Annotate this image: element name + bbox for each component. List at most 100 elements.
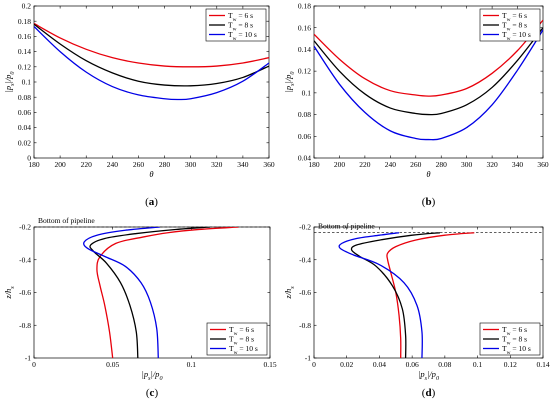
legend-label: Tw = 10 s: [229, 344, 258, 356]
y-tick-label: 0.04: [298, 154, 311, 163]
x-tick-label: 180: [28, 160, 40, 169]
legend-label: Tw = 8 s: [228, 21, 253, 33]
legend-label: Tw = 10 s: [228, 30, 257, 42]
x-tick-label: 360: [263, 160, 275, 169]
x-tick-label: 340: [237, 160, 249, 169]
y-tick-label: 0.02: [18, 138, 31, 147]
x-tick-label: 0.06: [406, 360, 419, 369]
x-tick-label: 0.1: [473, 360, 483, 369]
y-tick-label: -0.6: [19, 288, 31, 297]
x-tick-label: 220: [81, 160, 93, 169]
x-tick-label: 0.14: [536, 360, 549, 369]
y-axis-label: |ps|/p0: [3, 72, 16, 93]
legend-label: Tw = 6 s: [502, 325, 527, 337]
y-tick-label: 0.2: [22, 2, 32, 11]
y-axis-label: |ps|/p0: [283, 72, 296, 93]
legend-label: Tw = 8 s: [502, 335, 527, 347]
x-axis-label: |ps|/p0: [142, 369, 163, 382]
y-tick-label: 0.18: [18, 17, 31, 26]
x-tick-label: 260: [133, 160, 145, 169]
y-tick-label: 0.06: [18, 108, 31, 117]
series-line: [386, 232, 475, 358]
chart-b: 180 200 220 240 260 280 300 320 340 360 0.04 0.06 0.…: [283, 2, 549, 208]
legend-label: Tw = 6 s: [502, 11, 527, 23]
y-tick-label: 0.06: [298, 132, 311, 141]
x-tick-label: 0.04: [373, 360, 386, 369]
x-tick-label: 200: [54, 160, 66, 169]
y-tick-label: 0.14: [298, 45, 311, 54]
y-tick-label: -0.8: [299, 321, 311, 330]
y-tick-label: -0.4: [19, 255, 31, 264]
annotation-text: Bottom of pipeline: [318, 222, 375, 231]
x-tick-label: 280: [159, 160, 171, 169]
y-axis-label: z/hs: [283, 286, 296, 300]
chart-a: 180 200 220 240 260 280 300 320 340 360 0 0.02 0.04 0…: [3, 2, 275, 208]
y-tick-label: -0.2: [19, 223, 31, 232]
y-tick-label: -1: [25, 354, 31, 363]
y-tick-label: 0: [27, 154, 31, 163]
x-tick-label: 300: [185, 160, 197, 169]
panel-label: (c): [146, 387, 159, 399]
plot-frame: [313, 5, 544, 159]
y-tick-label: -0.4: [299, 255, 311, 264]
x-tick-label: 0.05: [106, 360, 119, 369]
y-tick-label: -0.6: [299, 288, 311, 297]
y-axis-label: z/hs: [3, 286, 16, 300]
panel-label: (b): [422, 196, 436, 208]
x-tick-label: 220: [359, 160, 371, 169]
series-line: [89, 227, 211, 358]
x-tick-label: 240: [385, 160, 397, 169]
series-line: [338, 232, 423, 358]
y-tick-label: -0.8: [19, 321, 31, 330]
legend-label: Tw = 10 s: [502, 344, 531, 356]
x-tick-label: 320: [211, 160, 223, 169]
x-axis-label: |ps|/p0: [418, 369, 439, 382]
y-tick-label: 0.12: [18, 62, 31, 71]
series-line: [34, 26, 269, 101]
chart-c: 0 0.05 0.1 0.15 -1 -0.8 -0.6 -0.4 -0.2 Bottom of …: [3, 216, 277, 399]
y-tick-label: 0.08: [298, 110, 311, 119]
y-tick-label: 0.1: [22, 78, 32, 87]
x-axis-label: θ: [149, 169, 153, 179]
x-tick-label: 360: [537, 160, 549, 169]
series-line: [314, 29, 543, 141]
y-tick-label: 0.04: [18, 123, 31, 132]
x-tick-label: 0.12: [504, 360, 517, 369]
panel-label: (d): [422, 387, 436, 399]
x-tick-label: 180: [308, 160, 320, 169]
legend-label: Tw = 6 s: [229, 325, 254, 337]
series-line: [314, 27, 543, 116]
x-tick-label: 240: [107, 160, 119, 169]
x-tick-label: 0: [312, 360, 316, 369]
x-tick-label: 0.1: [187, 360, 197, 369]
y-tick-label: 0.12: [298, 67, 311, 76]
legend-label: Tw = 10 s: [502, 30, 531, 42]
x-tick-label: 200: [334, 160, 346, 169]
legend-label: Tw = 6 s: [228, 11, 253, 23]
series-line: [314, 19, 543, 97]
y-tick-label: 0.16: [298, 23, 311, 32]
x-tick-label: 340: [512, 160, 524, 169]
x-tick-label: 0.02: [340, 360, 353, 369]
series-line: [83, 227, 160, 358]
x-axis-label: θ: [426, 169, 430, 179]
panel-label: (a): [145, 196, 158, 208]
legend-label: Tw = 8 s: [229, 335, 254, 347]
y-tick-label: 0.16: [18, 32, 31, 41]
y-tick-label: 0.18: [298, 2, 311, 11]
x-tick-label: 0: [32, 360, 36, 369]
annotation-text: Bottom of pipeline: [38, 216, 95, 225]
x-tick-label: 260: [410, 160, 422, 169]
y-tick-label: 0.1: [302, 88, 312, 97]
legend-label: Tw = 8 s: [502, 21, 527, 33]
x-tick-label: 320: [486, 160, 498, 169]
y-tick-label: 0.14: [18, 47, 31, 56]
x-tick-label: 0.15: [263, 360, 276, 369]
y-tick-label: -1: [305, 354, 311, 363]
y-tick-label: -0.2: [299, 223, 311, 232]
chart-d: 0 0.02 0.04 0.06 0.08 0.1 0.12 0.14 -1 -0.8 -0.6 -0…: [283, 222, 550, 399]
x-tick-label: 280: [436, 160, 448, 169]
x-tick-label: 0.08: [438, 360, 451, 369]
